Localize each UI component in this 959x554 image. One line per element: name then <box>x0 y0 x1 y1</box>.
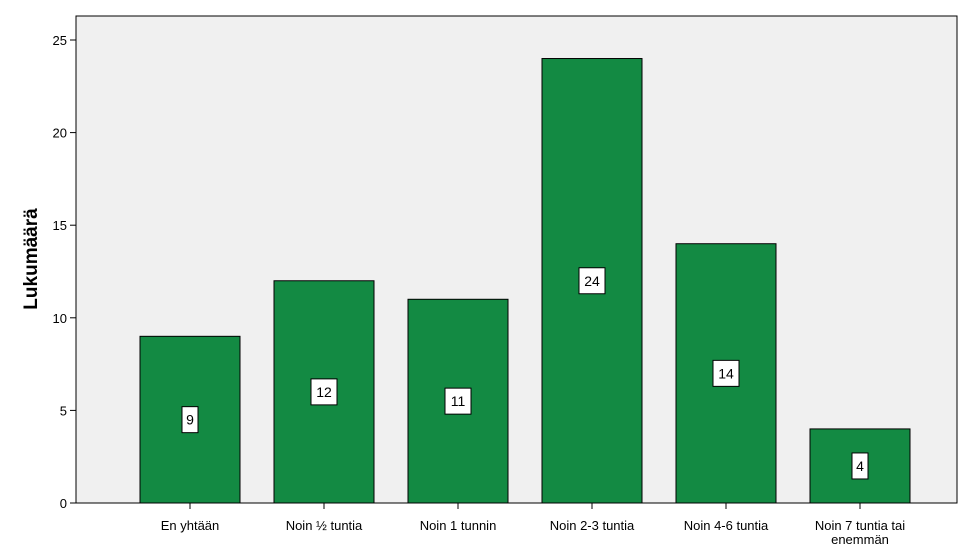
data-label-box <box>310 378 338 406</box>
y-axis-ticks: 0 5 10 15 20 25 <box>53 33 76 511</box>
data-label-box <box>578 267 606 295</box>
bars: 9 12 11 24 14 4 <box>139 58 911 504</box>
y-tick-label: 20 <box>53 126 67 141</box>
y-tick-label: 0 <box>60 496 67 511</box>
y-axis-label: Lukumäärä <box>21 208 42 310</box>
data-label-box <box>712 359 740 387</box>
x-tick-label: Noin ½ tuntia <box>286 518 363 533</box>
data-label-box <box>851 452 869 480</box>
y-tick-label: 15 <box>53 218 67 233</box>
x-tick-label: En yhtään <box>161 518 220 533</box>
x-tick-label: Noin 2-3 tuntia <box>550 518 635 533</box>
x-axis-ticks: En yhtään Noin ½ tuntia Noin 1 tunnin Noin … <box>161 503 905 547</box>
data-label: 11 <box>451 393 466 409</box>
data-label: 12 <box>316 384 332 400</box>
data-label: 24 <box>584 273 600 289</box>
data-label: 9 <box>186 412 194 428</box>
data-label: 4 <box>856 458 864 474</box>
x-tick-label: Noin 4-6 tuntia <box>684 518 769 533</box>
x-tick-label: enemmän <box>831 532 889 547</box>
data-label-box <box>181 406 199 434</box>
y-tick-label: 25 <box>53 33 67 48</box>
y-tick-label: 5 <box>60 403 67 418</box>
data-label: 14 <box>718 365 734 381</box>
x-tick-label: Noin 7 tuntia tai <box>815 518 905 533</box>
data-label-box <box>444 387 472 415</box>
x-tick-label: Noin 1 tunnin <box>420 518 497 533</box>
y-tick-label: 10 <box>53 311 67 326</box>
